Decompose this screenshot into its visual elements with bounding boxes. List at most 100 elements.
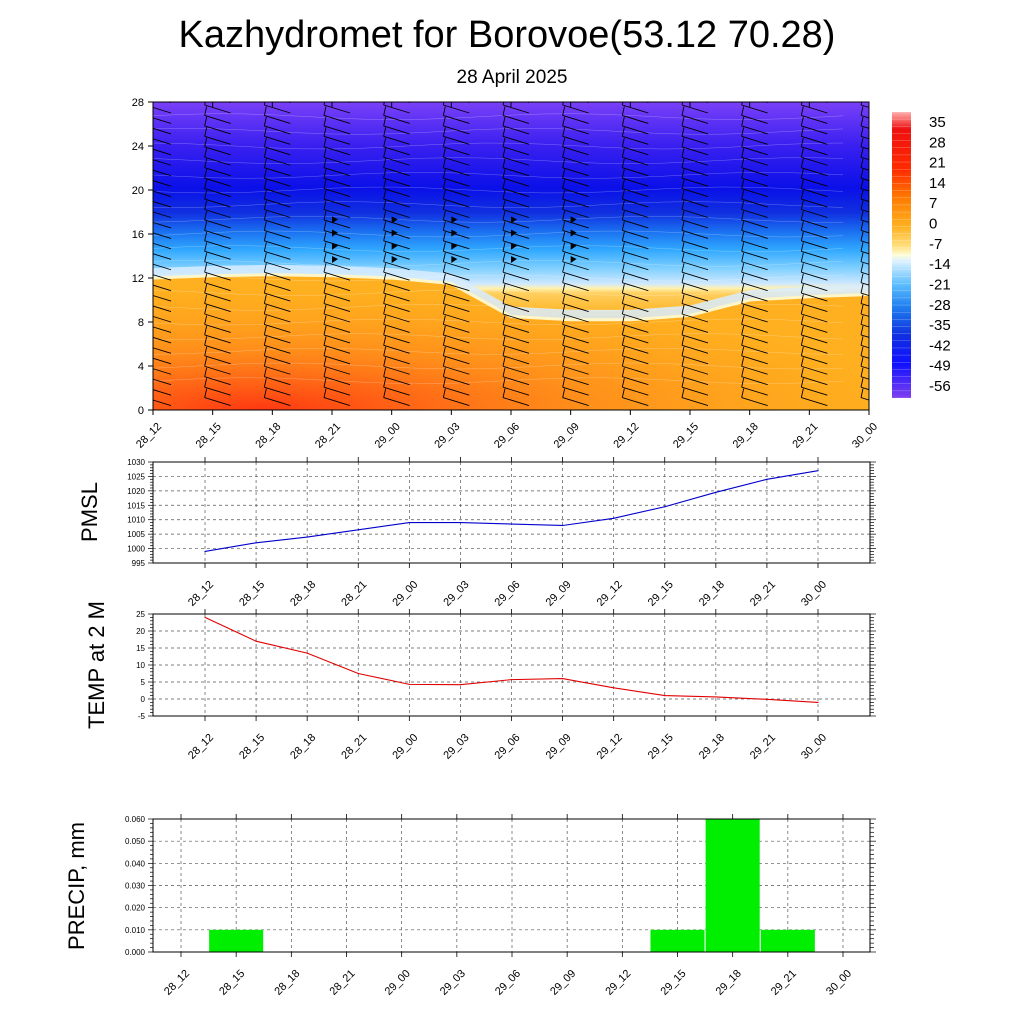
wind-barb-flag bbox=[502, 200, 506, 210]
wind-barb-flag bbox=[145, 169, 147, 178]
wind-barb-flag bbox=[204, 231, 208, 241]
wind-barb-flag bbox=[860, 106, 864, 116]
wind-barb-flag bbox=[323, 106, 327, 116]
wind-barb-flag bbox=[681, 179, 685, 189]
wind-barb-flag bbox=[263, 106, 267, 116]
wind-barb bbox=[622, 250, 649, 260]
wind-barb bbox=[323, 261, 351, 271]
wind-barb bbox=[264, 229, 291, 239]
wind-barb-flag bbox=[502, 116, 506, 126]
x-tick-label: 28_12 bbox=[134, 421, 164, 451]
wind-barb-flag bbox=[323, 273, 327, 283]
y-axis-label: TEMP at 2 M bbox=[84, 601, 109, 729]
wind-barb bbox=[153, 127, 172, 135]
wind-barb bbox=[562, 167, 589, 177]
colorbar-label: -7 bbox=[929, 236, 942, 253]
wind-barb-flag bbox=[562, 304, 566, 315]
wind-pennant bbox=[332, 229, 338, 237]
wind-barb-flag bbox=[383, 388, 387, 398]
wind-barb bbox=[153, 201, 172, 208]
wind-barb-flag bbox=[145, 232, 147, 241]
wind-barb-flag bbox=[204, 200, 208, 210]
wind-barb bbox=[502, 209, 530, 218]
wind-barb-flag bbox=[383, 169, 387, 179]
wind-barb bbox=[801, 167, 828, 177]
wind-barb bbox=[681, 167, 709, 177]
wind-barb bbox=[153, 190, 172, 198]
wind-barb bbox=[681, 334, 709, 344]
wind-barb bbox=[323, 313, 351, 323]
wind-barb-flag bbox=[681, 200, 685, 210]
wind-barb-flag bbox=[800, 378, 804, 388]
wind-barb bbox=[264, 115, 291, 124]
wind-barb bbox=[323, 344, 351, 354]
y-tick-label: 12 bbox=[132, 273, 144, 285]
y-tick-label: 0.010 bbox=[125, 926, 146, 935]
wind-barb-flag bbox=[562, 294, 566, 304]
wind-barb-flag bbox=[383, 242, 387, 252]
wind-barb-flag bbox=[442, 221, 446, 231]
x-tick-label: 30_00 bbox=[824, 968, 854, 998]
y-tick-label: 10 bbox=[136, 661, 145, 670]
x-tick-label: 28_12 bbox=[162, 968, 192, 998]
wind-barb bbox=[264, 198, 291, 208]
wind-barb bbox=[153, 368, 172, 375]
wind-barb-flag bbox=[741, 179, 745, 189]
wind-barb-flag bbox=[562, 263, 566, 273]
wind-barb-flag bbox=[383, 106, 387, 116]
x-tick-label: 29_06 bbox=[493, 968, 523, 998]
wind-barb-flag bbox=[741, 127, 745, 137]
wind-barb-flag bbox=[204, 367, 208, 377]
wind-barb bbox=[323, 303, 351, 312]
wind-barb-flag bbox=[621, 336, 625, 346]
wind-barb-flag bbox=[145, 295, 147, 304]
wind-barb-flag bbox=[562, 273, 566, 283]
wind-barb-flag bbox=[323, 210, 327, 221]
wind-barb bbox=[502, 229, 530, 239]
x-tick-label: 30_00 bbox=[850, 421, 880, 451]
wind-barb bbox=[443, 156, 470, 166]
wind-barb-flag bbox=[204, 273, 208, 283]
wind-barb-flag bbox=[145, 326, 147, 335]
wind-barb bbox=[383, 376, 410, 386]
wind-barb bbox=[323, 365, 351, 375]
x-tick-label: 29_12 bbox=[595, 732, 625, 762]
wind-barb-flag bbox=[621, 158, 625, 168]
wind-barb-flag bbox=[323, 357, 327, 367]
wind-barb-flag bbox=[621, 116, 625, 126]
wind-barb-flag bbox=[681, 102, 684, 106]
wind-barb bbox=[681, 303, 709, 312]
wind-barb-flag bbox=[681, 367, 685, 377]
x-tick-label: 28_15 bbox=[194, 421, 224, 451]
wind-barb bbox=[443, 386, 470, 396]
wind-barb bbox=[681, 397, 709, 407]
wind-pennant bbox=[570, 216, 577, 224]
x-tick-label: 29_00 bbox=[383, 968, 413, 998]
wind-barb-flag bbox=[800, 273, 804, 283]
wind-barb bbox=[502, 156, 530, 166]
wind-barb bbox=[264, 324, 291, 333]
wind-barb bbox=[443, 219, 470, 229]
wind-barb-flag bbox=[204, 325, 208, 335]
wind-barb-flag bbox=[383, 179, 387, 189]
wind-barb-flag bbox=[860, 200, 864, 210]
wind-barb bbox=[681, 376, 709, 386]
wind-barb-flag bbox=[502, 367, 506, 377]
wind-barb-flag bbox=[204, 169, 208, 179]
wind-barb-flag bbox=[502, 336, 506, 346]
wind-barb bbox=[681, 313, 709, 323]
wind-barb-flag bbox=[204, 388, 208, 398]
wind-barb-flag bbox=[204, 189, 208, 200]
wind-barb bbox=[383, 250, 410, 260]
wind-barb-flag bbox=[800, 127, 804, 137]
colorbar-label: 7 bbox=[929, 195, 937, 212]
wind-barb-flag bbox=[502, 284, 506, 294]
wind-barb-flag bbox=[263, 242, 267, 252]
wind-barb bbox=[741, 271, 768, 281]
wind-pennant bbox=[332, 256, 338, 263]
wind-barb bbox=[153, 232, 172, 239]
wind-barb bbox=[562, 376, 589, 386]
wind-barb bbox=[801, 282, 828, 292]
wind-barb-flag bbox=[621, 294, 625, 304]
wind-barb bbox=[824, 102, 828, 103]
